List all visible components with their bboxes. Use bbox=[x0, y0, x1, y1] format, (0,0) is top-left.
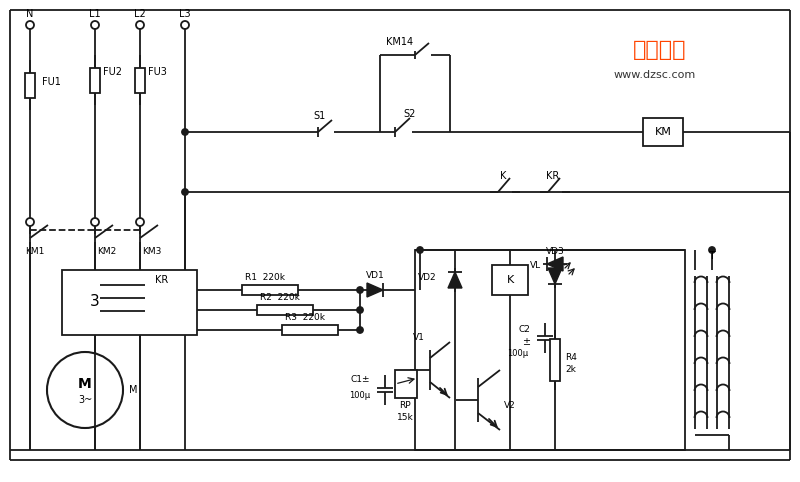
Text: R2  220k: R2 220k bbox=[260, 294, 300, 303]
Circle shape bbox=[709, 247, 715, 253]
Text: VD1: VD1 bbox=[366, 271, 384, 281]
Text: V2: V2 bbox=[504, 401, 516, 410]
Circle shape bbox=[136, 218, 144, 226]
Text: VD3: VD3 bbox=[546, 247, 564, 256]
Text: C2: C2 bbox=[518, 325, 530, 335]
Text: M: M bbox=[78, 377, 92, 391]
Text: KM1: KM1 bbox=[25, 247, 44, 256]
Polygon shape bbox=[548, 268, 562, 284]
Text: V1: V1 bbox=[413, 334, 425, 343]
Bar bbox=[242, 285, 298, 295]
Polygon shape bbox=[367, 283, 383, 297]
Text: KR: KR bbox=[546, 171, 560, 181]
Text: S1: S1 bbox=[314, 111, 326, 121]
Text: N: N bbox=[26, 9, 34, 19]
Text: RP: RP bbox=[399, 401, 411, 410]
Polygon shape bbox=[448, 272, 462, 288]
Circle shape bbox=[136, 21, 144, 29]
Bar bbox=[62, 270, 197, 335]
Circle shape bbox=[417, 247, 423, 253]
Circle shape bbox=[26, 218, 34, 226]
Text: C1±: C1± bbox=[350, 375, 370, 385]
Text: 3: 3 bbox=[90, 295, 100, 309]
Text: L3: L3 bbox=[179, 9, 191, 19]
Text: KR: KR bbox=[155, 275, 168, 285]
Circle shape bbox=[47, 352, 123, 428]
Bar bbox=[395, 370, 417, 398]
Text: KM2: KM2 bbox=[97, 247, 116, 256]
Text: 100μ: 100μ bbox=[507, 349, 528, 359]
Text: VL: VL bbox=[530, 260, 541, 269]
Circle shape bbox=[357, 307, 363, 313]
Text: T: T bbox=[709, 251, 715, 261]
Text: K: K bbox=[500, 171, 506, 181]
Bar bbox=[90, 67, 100, 93]
Text: 维库一下: 维库一下 bbox=[634, 40, 686, 60]
Text: 2k: 2k bbox=[565, 365, 576, 375]
Text: ±: ± bbox=[522, 337, 530, 347]
Circle shape bbox=[91, 21, 99, 29]
Bar bbox=[550, 339, 560, 381]
Text: KM: KM bbox=[654, 127, 671, 137]
Polygon shape bbox=[547, 257, 563, 271]
Text: FU3: FU3 bbox=[148, 67, 167, 77]
Text: www.dzsc.com: www.dzsc.com bbox=[614, 70, 696, 80]
Text: 100μ: 100μ bbox=[349, 390, 370, 400]
Text: L2: L2 bbox=[134, 9, 146, 19]
Text: S2: S2 bbox=[404, 109, 416, 119]
Text: VD2: VD2 bbox=[418, 273, 437, 282]
Bar bbox=[492, 265, 528, 295]
Bar bbox=[643, 118, 683, 146]
Circle shape bbox=[182, 129, 188, 135]
Circle shape bbox=[357, 327, 363, 333]
Text: KM3: KM3 bbox=[142, 247, 162, 256]
Text: K: K bbox=[506, 275, 514, 285]
Bar bbox=[282, 325, 338, 335]
Bar bbox=[415, 250, 685, 450]
Bar bbox=[257, 305, 313, 315]
Circle shape bbox=[357, 287, 363, 293]
Circle shape bbox=[182, 189, 188, 195]
Text: FU2: FU2 bbox=[103, 67, 122, 77]
Circle shape bbox=[91, 218, 99, 226]
Text: FU1: FU1 bbox=[42, 77, 61, 87]
Text: R1  220k: R1 220k bbox=[245, 273, 285, 282]
Text: R4: R4 bbox=[565, 353, 577, 362]
Circle shape bbox=[26, 21, 34, 29]
Bar bbox=[25, 72, 35, 97]
Text: 15k: 15k bbox=[397, 413, 414, 421]
Text: M: M bbox=[129, 385, 138, 395]
Text: 3~: 3~ bbox=[78, 395, 92, 405]
Text: L1: L1 bbox=[89, 9, 101, 19]
Circle shape bbox=[181, 21, 189, 29]
Bar bbox=[135, 67, 145, 93]
Text: R3  220k: R3 220k bbox=[285, 313, 325, 322]
Text: KM14: KM14 bbox=[386, 37, 414, 47]
